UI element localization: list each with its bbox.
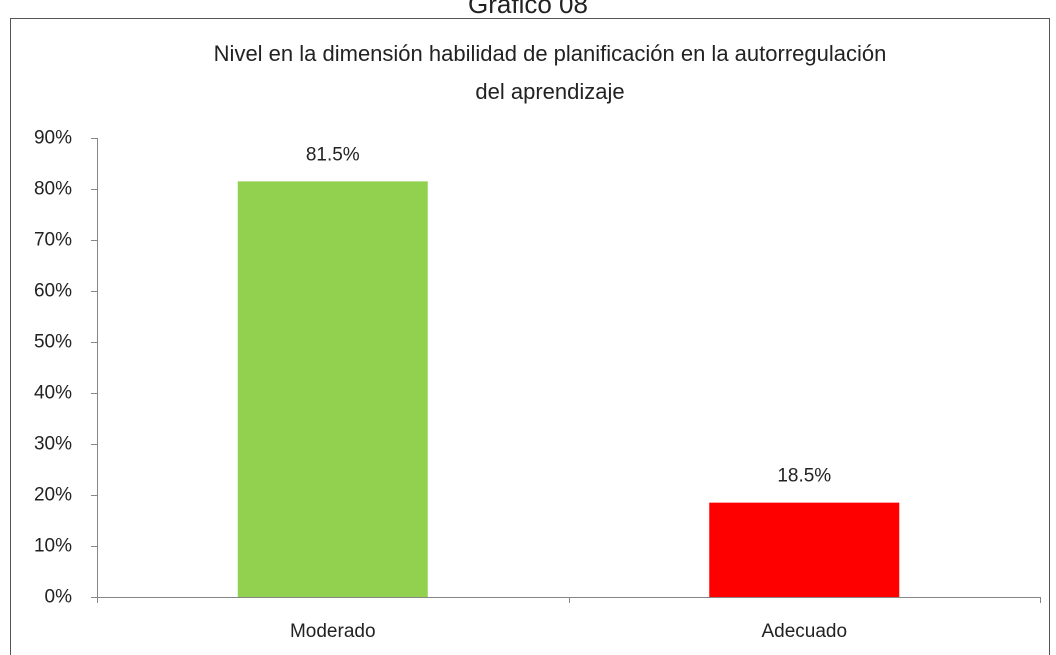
y-tick-label: 40% [34, 383, 72, 404]
y-tick-label: 90% [34, 128, 72, 149]
figure-heading: Gráfico 08 [468, 0, 588, 19]
y-tick-label: 80% [34, 179, 72, 200]
x-tick-label: Adecuado [761, 621, 847, 642]
chart-title: Nivel en la dimensión habilidad de plani… [214, 41, 887, 66]
y-tick-label: 30% [34, 434, 72, 455]
y-tick-label: 50% [34, 332, 72, 353]
y-tick-label: 60% [34, 281, 72, 302]
chart-title: del aprendizaje [475, 79, 624, 104]
y-tick-label: 70% [34, 230, 72, 251]
data-label: 81.5% [306, 144, 360, 165]
x-tick-label: Moderado [290, 621, 376, 642]
y-tick-label: 10% [34, 536, 72, 557]
bar [237, 181, 428, 597]
bar [709, 502, 900, 597]
y-tick-label: 20% [34, 485, 72, 506]
data-label: 18.5% [777, 466, 831, 487]
y-tick-label: 0% [45, 587, 73, 608]
